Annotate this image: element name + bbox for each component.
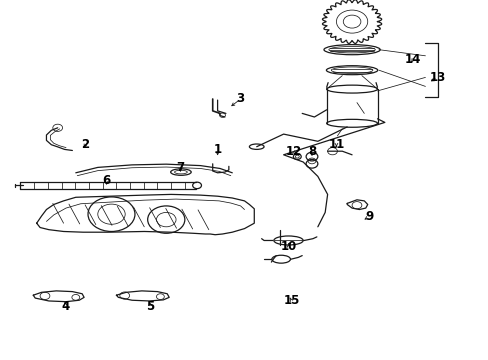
Text: 4: 4 (62, 300, 70, 313)
Text: 7: 7 (176, 161, 184, 174)
Text: 10: 10 (280, 240, 296, 253)
Text: 12: 12 (285, 145, 301, 158)
Text: 1: 1 (213, 143, 221, 156)
Text: 14: 14 (404, 53, 421, 66)
Text: 15: 15 (283, 294, 299, 307)
Text: 8: 8 (307, 145, 315, 158)
Text: 11: 11 (327, 138, 344, 150)
Text: 5: 5 (146, 300, 154, 313)
Text: 6: 6 (102, 174, 110, 186)
Text: 13: 13 (428, 71, 445, 84)
Text: 3: 3 (236, 93, 244, 105)
Text: 2: 2 (81, 138, 89, 150)
Text: 9: 9 (365, 210, 372, 223)
